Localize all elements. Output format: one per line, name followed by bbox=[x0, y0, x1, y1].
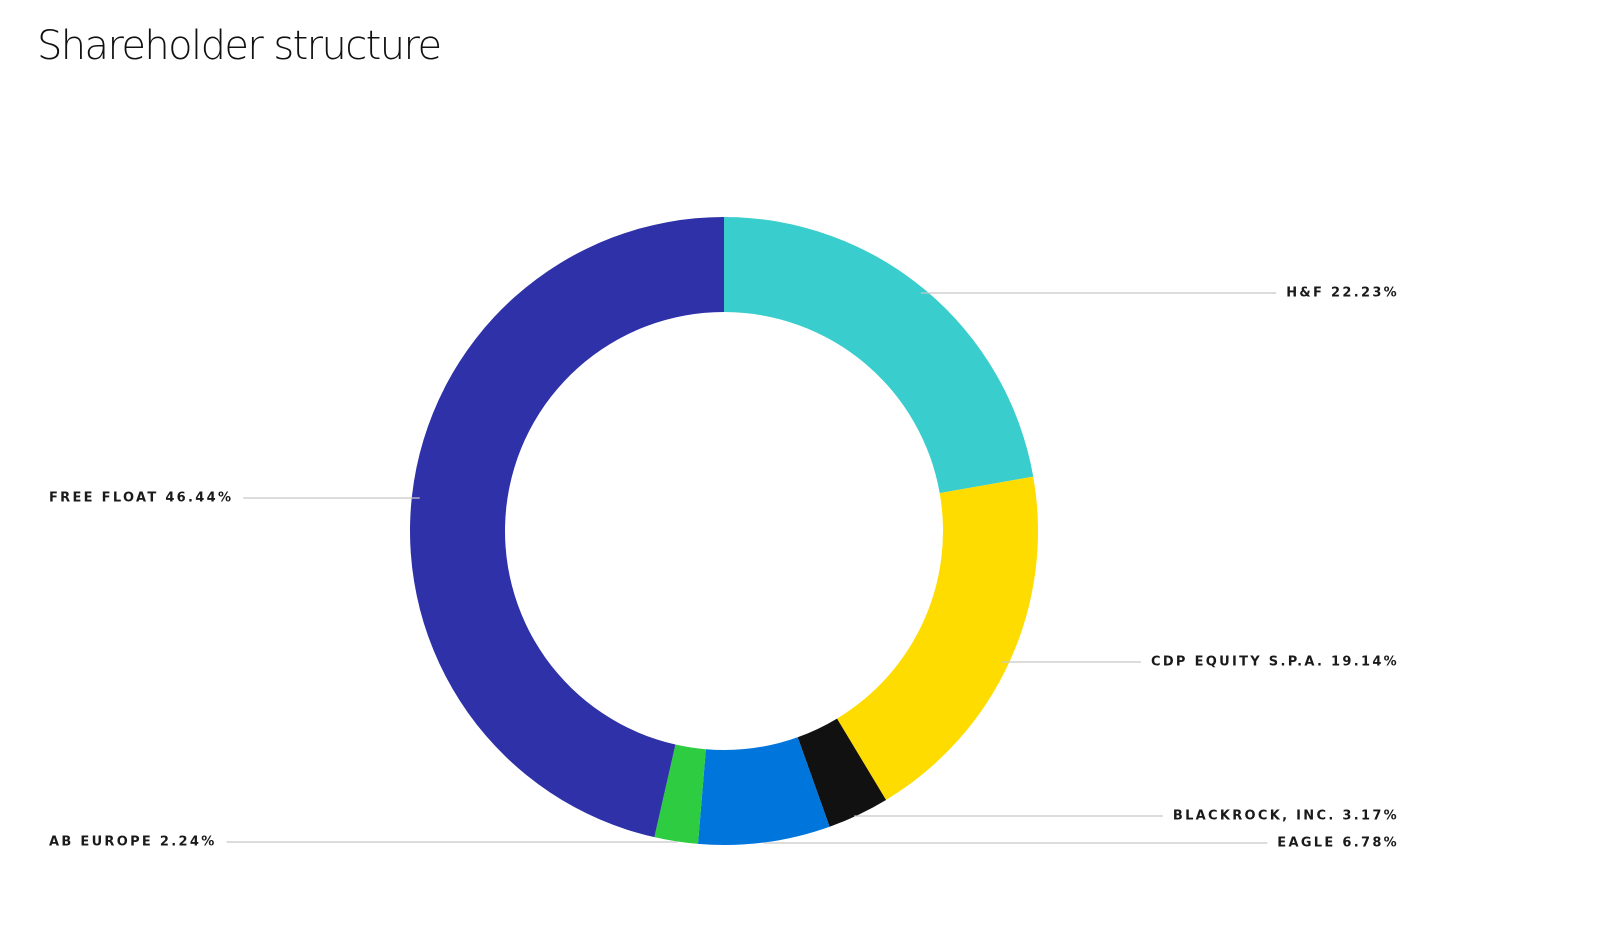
label-cdp-equity-s-p-a: CDP EQUITY S.P.A. 19.14% bbox=[1151, 655, 1399, 670]
slice-cdp-equity-s-p-a bbox=[837, 476, 1038, 800]
slice-free-float bbox=[410, 217, 724, 838]
leaders-layer bbox=[226, 292, 1277, 844]
slices-layer bbox=[410, 217, 1038, 846]
slice-h-f bbox=[724, 217, 1034, 494]
slice-eagle bbox=[697, 737, 830, 846]
label-blackrock-inc: BLACKROCK, INC. 3.17% bbox=[1173, 809, 1399, 824]
labels-layer: H&F 22.23% CDP EQUITY S.P.A. 19.14% BLACKR… bbox=[49, 286, 1399, 851]
slice-blackrock-inc bbox=[797, 718, 887, 827]
label-free-float: FREE FLOAT 46.44% bbox=[49, 491, 233, 506]
label-ab-europe: AB EUROPE 2.24% bbox=[49, 835, 217, 850]
page-title: Shareholder structure bbox=[37, 23, 442, 69]
label-h-f: H&F 22.23% bbox=[1286, 286, 1399, 301]
slice-ab-europe bbox=[654, 744, 706, 844]
label-eagle: EAGLE 6.78% bbox=[1277, 836, 1399, 851]
